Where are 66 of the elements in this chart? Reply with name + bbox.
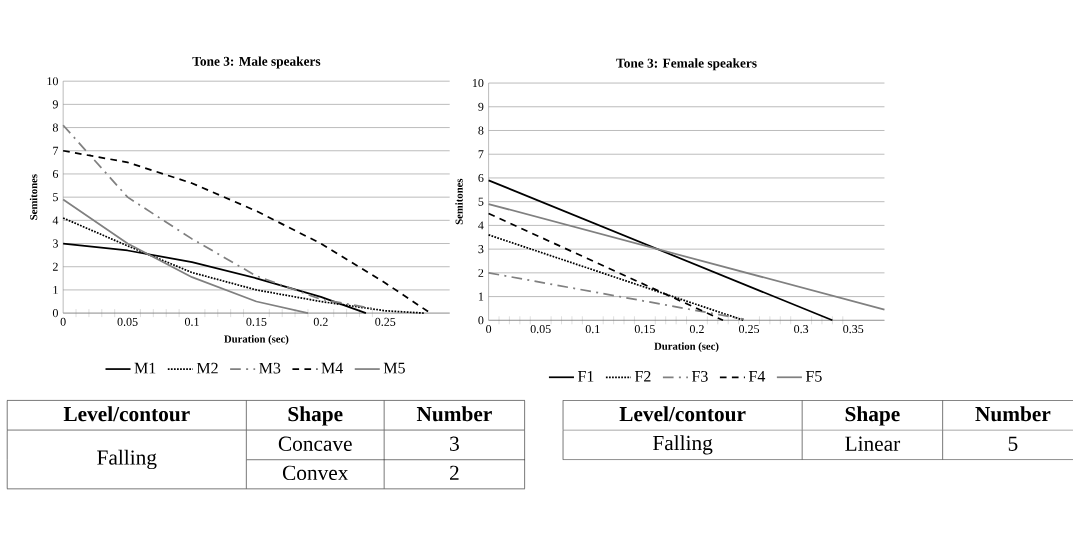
- chart-title: Tone 3: Female speakers: [616, 58, 757, 71]
- legend-label: M2: [196, 362, 218, 374]
- y-tick-label: 8: [478, 126, 484, 135]
- y-tick-label: 2: [478, 268, 484, 277]
- legend-label: F1: [577, 371, 594, 382]
- legend-label: M5: [383, 362, 405, 374]
- y-axis-title: Semitones: [455, 178, 463, 225]
- x-tick-label: 0.1: [585, 325, 600, 334]
- y-tick-label: 6: [478, 174, 484, 183]
- x-tick-label: 0.05: [117, 317, 138, 327]
- legend-label: F3: [691, 371, 708, 382]
- text: Shape: [845, 406, 900, 426]
- text: Falling: [652, 435, 713, 455]
- x-tick-label: 0.2: [689, 325, 704, 334]
- x-tick-label: 0.25: [375, 317, 396, 327]
- y-tick-label: 1: [53, 286, 58, 294]
- y-tick-label: 10: [472, 79, 484, 88]
- text: Concave: [278, 436, 352, 452]
- y-tick-label: 4: [52, 216, 59, 225]
- x-tick-label: 0.3: [794, 325, 809, 334]
- y-tick-label: 0: [52, 309, 58, 318]
- legend-label: F2: [634, 371, 651, 382]
- y-tick-label: 7: [53, 146, 59, 155]
- legend-label: F5: [805, 371, 822, 382]
- x-tick-label: 0: [60, 317, 66, 326]
- y-tick-label: 4: [478, 221, 484, 230]
- x-tick-label: 0.25: [739, 325, 760, 334]
- text: Number: [975, 406, 1051, 422]
- legend-label: M1: [134, 362, 156, 374]
- text: Linear: [845, 436, 901, 452]
- x-tick-label: 0.35: [843, 325, 864, 334]
- legend-label: F4: [748, 371, 766, 382]
- text: 5: [1008, 436, 1018, 452]
- y-tick-label: 9: [478, 102, 484, 111]
- text: Number: [416, 406, 492, 422]
- text: Level/contour: [63, 406, 190, 422]
- y-axis-title: Semitones: [29, 174, 38, 220]
- x-tick-label: 0.15: [634, 325, 655, 334]
- x-tick-label: 0.15: [246, 317, 267, 327]
- x-axis-title: Duration (sec): [654, 342, 719, 353]
- y-tick-label: 2: [52, 262, 58, 271]
- y-tick-label: 5: [478, 197, 484, 206]
- x-axis-title: Duration (sec): [224, 335, 289, 345]
- legend-label: M4: [321, 362, 343, 374]
- y-tick-label: 3: [53, 239, 58, 248]
- y-tick-label: 3: [478, 245, 484, 254]
- y-tick-label: 8: [52, 123, 58, 132]
- chart-title: Tone 3: Male speakers: [192, 56, 321, 69]
- line-series: [62, 217, 425, 315]
- y-tick-label: 9: [52, 100, 58, 109]
- y-tick-label: 10: [47, 77, 58, 86]
- text: Convex: [282, 465, 349, 481]
- text: 3: [450, 436, 459, 452]
- x-tick-label: 0: [486, 325, 492, 334]
- text: Falling: [97, 449, 157, 470]
- x-tick-label: 0.2: [313, 317, 328, 327]
- y-tick-label: 5: [53, 193, 58, 202]
- text: Shape: [288, 406, 343, 426]
- y-tick-label: 7: [478, 150, 484, 159]
- y-tick-label: 6: [52, 170, 59, 179]
- legend-label: M3: [259, 362, 281, 374]
- y-tick-label: 1: [478, 292, 484, 301]
- x-tick-label: 0.05: [530, 325, 551, 334]
- x-tick-label: 0.1: [184, 317, 199, 327]
- text: 2: [450, 465, 459, 480]
- text: Level/contour: [619, 406, 746, 422]
